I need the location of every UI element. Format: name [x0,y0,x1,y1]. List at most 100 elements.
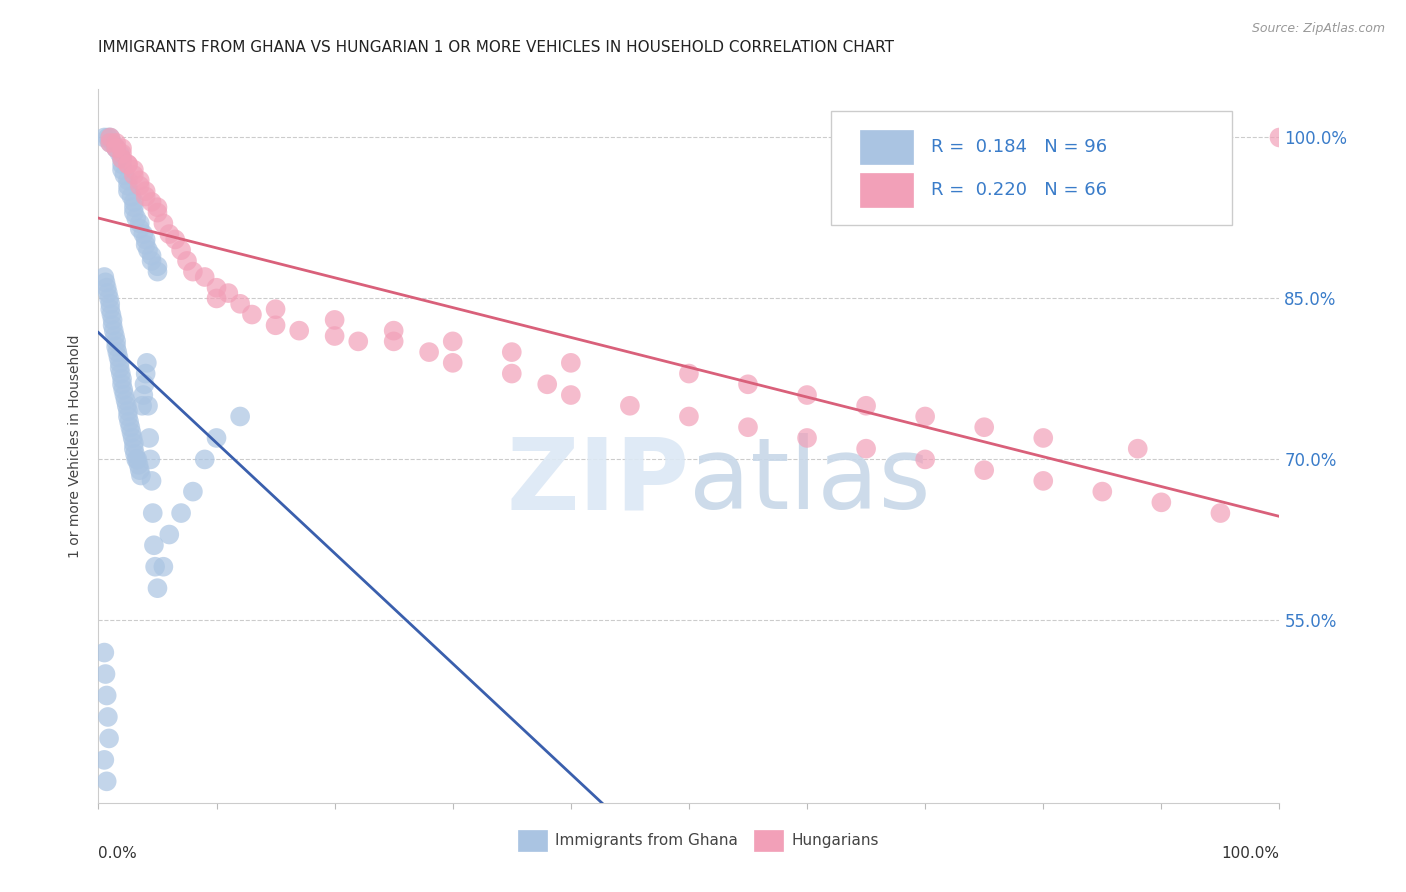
Point [264,318,287,333]
Point [264,302,287,317]
Point [121,189,143,203]
Point [94,276,117,290]
Text: atlas: atlas [689,434,931,530]
Point [111,152,134,166]
Point [141,253,163,268]
Point [135,184,157,198]
Point [121,425,143,440]
Point [165,232,187,246]
Point [105,334,128,349]
Point [114,393,136,408]
Point [1268,130,1291,145]
Point [110,367,132,381]
Point [132,388,155,402]
Point [98,130,121,145]
Point [125,452,148,467]
Point [441,356,464,370]
Point [112,383,135,397]
Y-axis label: 1 or more Vehicles in Household: 1 or more Vehicles in Household [69,334,83,558]
Point [97,710,120,724]
Point [136,399,159,413]
Point [120,420,142,434]
Point [111,157,134,171]
Point [96,281,118,295]
Point [1126,442,1149,456]
Point [135,232,157,246]
Point [107,351,129,365]
Point [129,468,152,483]
Point [124,447,146,461]
Point [128,458,150,472]
Point [96,774,118,789]
Point [142,506,165,520]
Point [93,753,115,767]
Point [146,200,169,214]
Point [914,452,936,467]
Point [122,168,145,182]
Point [737,377,759,392]
Point [170,506,193,520]
Point [1091,484,1114,499]
Point [973,463,995,477]
Point [217,286,239,301]
Point [93,130,115,145]
FancyBboxPatch shape [517,830,547,851]
Point [96,689,118,703]
Point [152,559,174,574]
Point [146,259,169,273]
Point [131,399,153,413]
Point [122,194,145,209]
Text: 100.0%: 100.0% [1222,846,1279,861]
Text: Immigrants from Ghana: Immigrants from Ghana [555,833,738,848]
Point [108,146,131,161]
Point [132,227,155,241]
Point [101,318,124,333]
Point [93,270,115,285]
Point [97,286,120,301]
Point [152,216,174,230]
Point [855,399,877,413]
Point [1150,495,1173,509]
Point [97,130,120,145]
Point [176,253,198,268]
FancyBboxPatch shape [754,830,783,851]
Point [105,141,128,155]
Point [135,367,157,381]
Point [108,356,131,370]
Point [122,442,145,456]
Point [93,646,115,660]
Point [418,345,440,359]
Point [111,141,134,155]
Point [143,559,166,574]
Point [229,297,252,311]
Point [796,431,818,445]
Point [1032,474,1054,488]
Point [678,409,700,424]
Point [139,452,162,467]
FancyBboxPatch shape [860,130,914,164]
Point [128,216,150,230]
Point [122,162,145,177]
Point [142,538,165,552]
Point [205,431,228,445]
Text: IMMIGRANTS FROM GHANA VS HUNGARIAN 1 OR MORE VEHICLES IN HOUSEHOLD CORRELATION C: IMMIGRANTS FROM GHANA VS HUNGARIAN 1 OR … [98,40,894,55]
Point [382,334,405,349]
Point [98,292,121,306]
Point [98,302,121,317]
Point [194,452,217,467]
Point [135,189,157,203]
Point [136,243,159,257]
Point [141,248,163,262]
Text: Source: ZipAtlas.com: Source: ZipAtlas.com [1251,22,1385,36]
Point [104,329,127,343]
Point [441,334,464,349]
Point [536,377,558,392]
Point [105,141,128,155]
Text: Hungarians: Hungarians [792,833,879,848]
Point [382,324,405,338]
Text: R =  0.184   N = 96: R = 0.184 N = 96 [931,138,1107,156]
Point [128,173,150,187]
Point [157,227,180,241]
Point [94,667,117,681]
Point [205,292,228,306]
